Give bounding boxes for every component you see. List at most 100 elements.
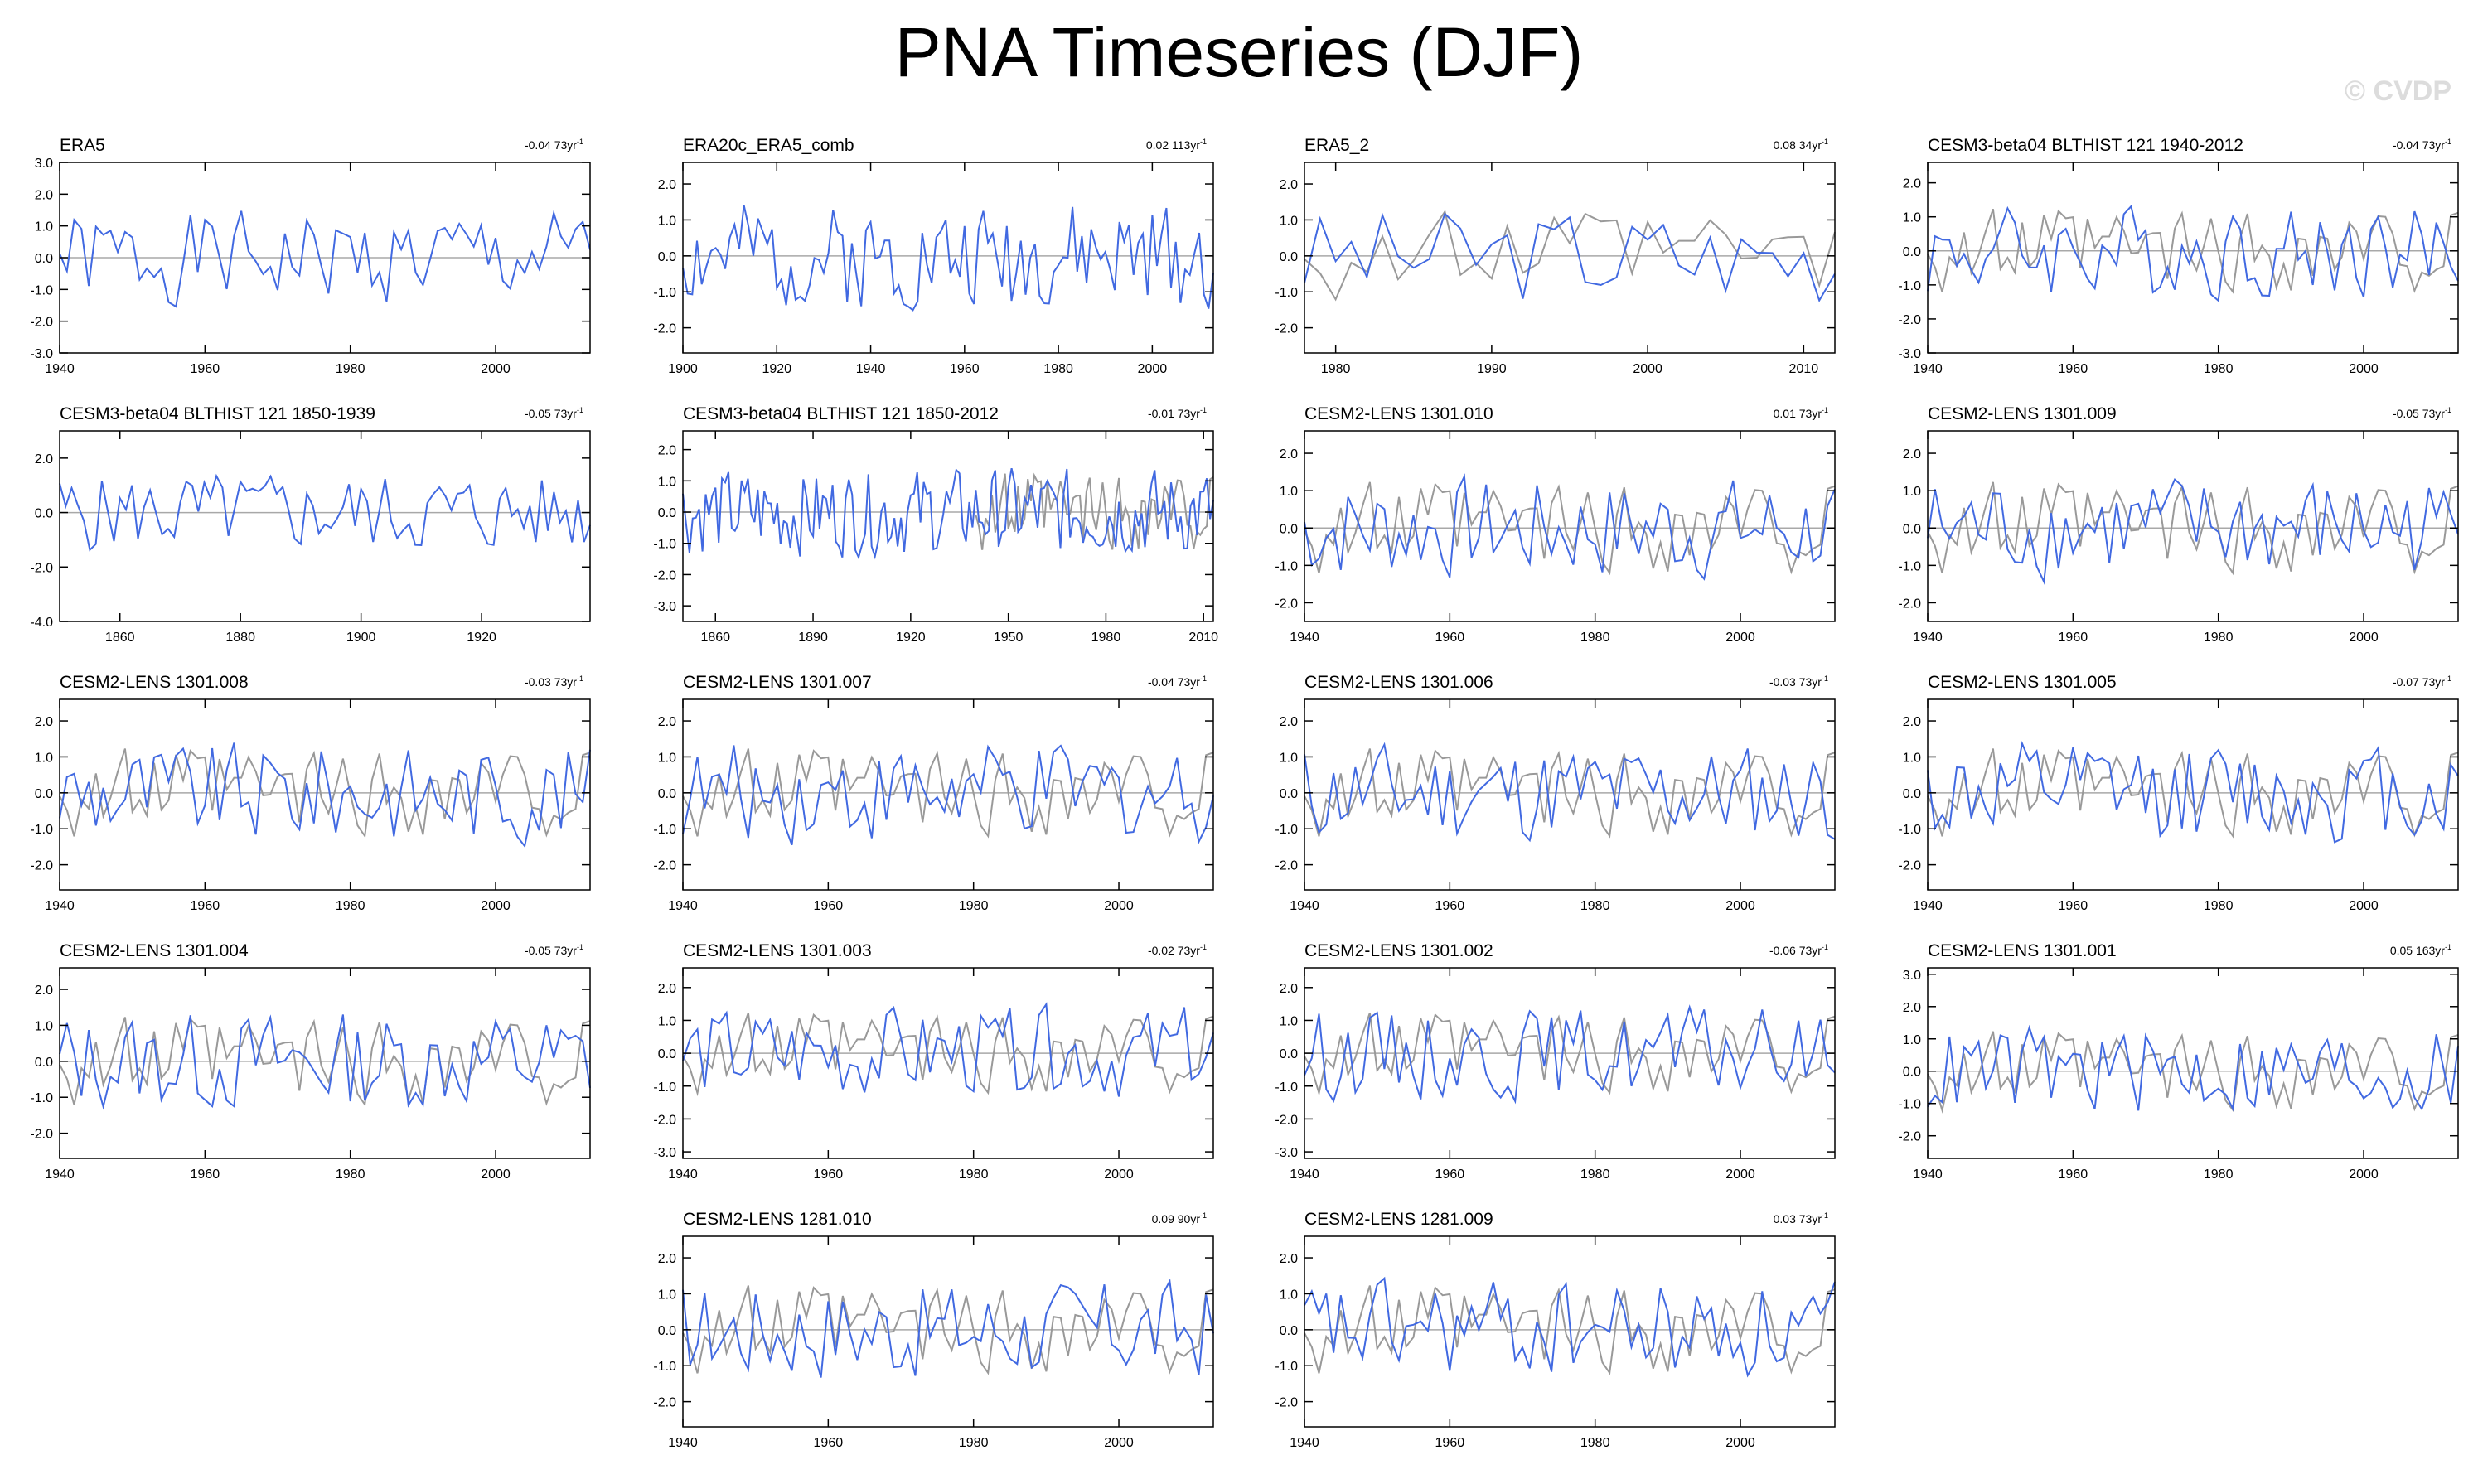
observed-series-line [59,748,591,839]
x-tick-label: 2000 [1633,362,1662,376]
plot-frame [59,698,591,891]
trend-exponent: -1 [1822,1211,1828,1220]
x-tick-label: 1960 [1435,899,1465,913]
y-tick-label: 0.0 [1903,522,1921,536]
y-tick-label: -3.0 [653,1146,676,1160]
pna-series-line [1927,477,2459,585]
x-tick-label: 1980 [1580,1436,1610,1450]
y-tick-label: -3.0 [30,347,53,361]
plot-frame [1304,967,1836,1159]
x-tick-label: 1940 [1290,899,1319,913]
panel-15: CESM2-LENS 1301.002 -0.06 73yr-1 -3.0 -2.0 -… [1275,941,1836,1182]
trend-exponent: -1 [577,674,583,683]
pna-series-line [1304,212,1836,303]
panel-title: ERA5_2 [1304,136,1369,155]
trend-label: 0.09 90yr-1 [1152,1211,1207,1225]
pna-series-line [682,1278,1214,1378]
x-tick-label: 2000 [1725,631,1755,645]
y-tick-label: 1.0 [35,1019,53,1033]
y-tick-label: 2.0 [658,1252,676,1266]
pna-series-line [59,742,591,848]
panel-title: CESM3-beta04 BLTHIST 121 1940-2012 [1928,136,2243,155]
y-tick-label: -1.0 [653,1080,676,1095]
y-tick-label: 2.0 [35,715,53,729]
y-tick-label: 0.0 [1280,250,1298,264]
y-tick-label: 1.0 [1903,751,1921,765]
x-tick-label: 2000 [1725,1167,1755,1182]
y-tick-label: -2.0 [1898,859,1921,873]
trend-label: -0.05 73yr-1 [2393,406,2451,420]
pna-series-line [682,205,1214,312]
panel-12: CESM2-LENS 1301.005 -0.07 73yr-1 -2.0 -1.0 0… [1898,673,2459,913]
y-tick-label: -2.0 [653,568,676,582]
x-tick-label: 1920 [896,631,926,645]
y-tick-label: 0.0 [1903,1066,1921,1080]
trend-exponent: -1 [1200,674,1207,683]
trend-label: -0.03 73yr-1 [1769,674,1828,689]
trend-label: 0.08 34yr-1 [1774,138,1828,152]
y-tick-label: 2.0 [1280,1252,1298,1266]
pna-series-line [59,210,591,308]
observed-series-line [682,1285,1214,1375]
panel-title: CESM2-LENS 1301.002 [1304,941,1493,960]
x-tick-label: 1940 [1290,1167,1319,1182]
x-tick-label: 2000 [481,1167,511,1182]
x-tick-label: 1980 [959,899,989,913]
observed-series-line [1304,748,1836,839]
trend-label: -0.04 73yr-1 [1148,674,1207,689]
y-tick-label: -2.0 [1898,597,1921,611]
trend-value: 0.09 90yr [1152,1212,1201,1225]
trend-exponent: -1 [2445,406,2451,414]
trend-value: -0.04 73yr [1148,675,1200,689]
x-tick-label: 1940 [668,1436,698,1450]
trend-label: -0.05 73yr-1 [525,406,583,420]
trend-exponent: -1 [577,406,583,414]
x-tick-label: 2010 [1789,362,1819,376]
y-tick-label: -1.0 [30,283,53,297]
trend-exponent: -1 [1200,943,1207,951]
x-tick-label: 1940 [1913,1167,1943,1182]
x-tick-label: 1960 [2059,899,2088,913]
y-tick-label: -1.0 [1898,559,1921,573]
x-tick-label: 1980 [1580,631,1610,645]
y-tick-label: 3.0 [35,157,53,171]
x-tick-label: 1890 [798,631,828,645]
trend-label: -0.07 73yr-1 [2393,674,2451,689]
y-tick-label: 2.0 [658,982,676,996]
y-tick-label: -2.0 [30,316,53,330]
y-tick-label: 1.0 [658,214,676,228]
x-tick-label: 1940 [668,1167,698,1182]
panel-13: CESM2-LENS 1301.004 -0.05 73yr-1 -2.0 -1.0 0… [30,941,591,1182]
y-tick-label: -4.0 [30,616,53,630]
panel-8: CESM2-LENS 1301.009 -0.05 73yr-1 -2.0 -1.0 0… [1898,404,2459,645]
trend-value: 0.03 73yr [1774,1212,1822,1225]
x-tick-label: 1900 [346,631,376,645]
y-tick-label: 2.0 [1903,447,1921,462]
x-tick-label: 1940 [1913,899,1943,913]
panel-3: ERA5_2 0.08 34yr-1 -2.0 -1.0 0.0 1.0 2.0 1980 19… [1275,136,1836,376]
y-tick-label: -2.0 [1275,859,1298,873]
panel-title: CESM2-LENS 1301.008 [60,673,249,692]
trend-value: -0.04 73yr [525,138,577,152]
y-tick-label: 0.0 [1280,1047,1298,1061]
y-tick-label: -1.0 [653,538,676,552]
plot-frame [1304,698,1836,891]
trend-exponent: -1 [1822,406,1828,414]
pna-series-line [682,1002,1214,1097]
y-tick-label: -2.0 [653,322,676,336]
x-tick-label: 2000 [1104,899,1134,913]
x-tick-label: 2000 [1104,1167,1134,1182]
y-tick-label: -3.0 [1898,347,1921,361]
x-tick-label: 1960 [1435,1436,1465,1450]
x-tick-label: 2000 [1104,1436,1134,1450]
trend-value: -0.03 73yr [525,675,577,689]
trend-value: 0.02 113yr [1146,138,1200,152]
x-tick-label: 1880 [225,631,255,645]
panel-title: CESM2-LENS 1301.006 [1304,673,1493,692]
y-tick-label: -2.0 [653,859,676,873]
pna-series-line [1304,1276,1836,1378]
x-tick-label: 1940 [668,899,698,913]
x-tick-label: 1980 [959,1436,989,1450]
trend-label: -0.04 73yr-1 [525,138,583,152]
x-tick-label: 1940 [1913,631,1943,645]
